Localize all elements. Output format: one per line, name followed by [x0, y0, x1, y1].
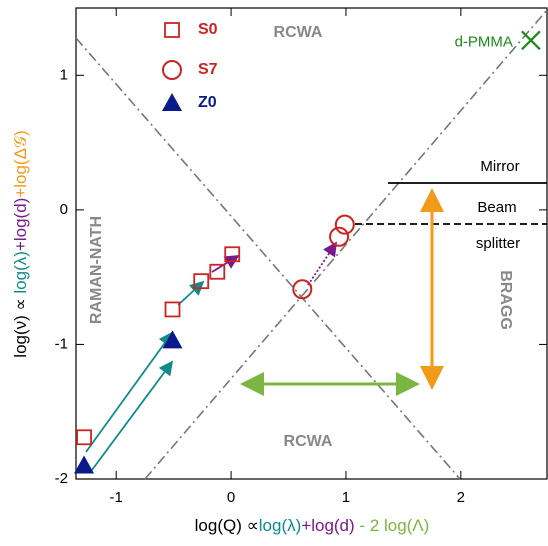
y-axis-label: log(ν) ∝ log(λ)+log(d)+log(Δ𝒢)	[11, 130, 30, 357]
shift-arrow	[307, 241, 337, 286]
label-part: log(Q) ∝	[195, 516, 259, 535]
legend-marker	[162, 60, 182, 80]
data-point	[292, 279, 313, 300]
y-tick-label: 1	[60, 66, 68, 83]
legend-label: Z0	[198, 94, 217, 111]
data-point	[224, 246, 241, 263]
data-point	[334, 214, 355, 235]
annotation: Beam	[477, 199, 516, 216]
legend-marker	[162, 93, 182, 111]
label-part: +log(Δ𝒢)	[11, 130, 30, 197]
data-point	[521, 30, 541, 51]
x-tick-label: 0	[227, 489, 235, 506]
data-point	[162, 330, 183, 349]
shift-arrow	[91, 360, 174, 471]
x-tick-label: 2	[457, 489, 465, 506]
label-part: log(λ)	[11, 251, 30, 294]
data-point	[209, 263, 226, 280]
label-part: log(λ)	[259, 516, 302, 535]
annotation: RCWA	[274, 24, 323, 41]
y-tick-label: 0	[60, 201, 68, 218]
shift-arrow	[177, 280, 205, 306]
x-tick-label: 1	[342, 489, 350, 506]
data-point	[76, 429, 92, 446]
annotation: splitter	[476, 235, 520, 252]
shift-arrow	[85, 331, 174, 453]
x-tick-label: -1	[110, 489, 123, 506]
legend-label: S7	[198, 61, 218, 78]
boundary-line	[75, 37, 461, 480]
legend-marker	[164, 22, 180, 38]
data-point	[164, 301, 181, 318]
label-part: +log(d)	[11, 198, 30, 251]
label-part: log(ν) ∝	[11, 294, 30, 358]
data-point	[329, 226, 350, 247]
annotation: RCWA	[284, 433, 333, 450]
label-part: +log(d)	[301, 516, 354, 535]
y-tick-label: -1	[55, 335, 68, 352]
boundary-line	[144, 9, 548, 480]
data-point	[193, 273, 210, 290]
annotation: Mirror	[480, 158, 519, 175]
label-part: - 2 log(Λ)	[355, 516, 430, 535]
legend-label: S0	[198, 21, 218, 38]
y-tick-label: -2	[55, 470, 68, 487]
annotation: RAMAN-NATH	[88, 216, 105, 324]
legend-label: d-PMMA	[455, 33, 513, 50]
x-axis-label: log(Q) ∝log(λ)+log(d) - 2 log(Λ)	[195, 516, 430, 535]
annotation: BRAGG	[497, 270, 514, 330]
plot-frame	[75, 7, 548, 480]
data-point	[74, 455, 95, 474]
